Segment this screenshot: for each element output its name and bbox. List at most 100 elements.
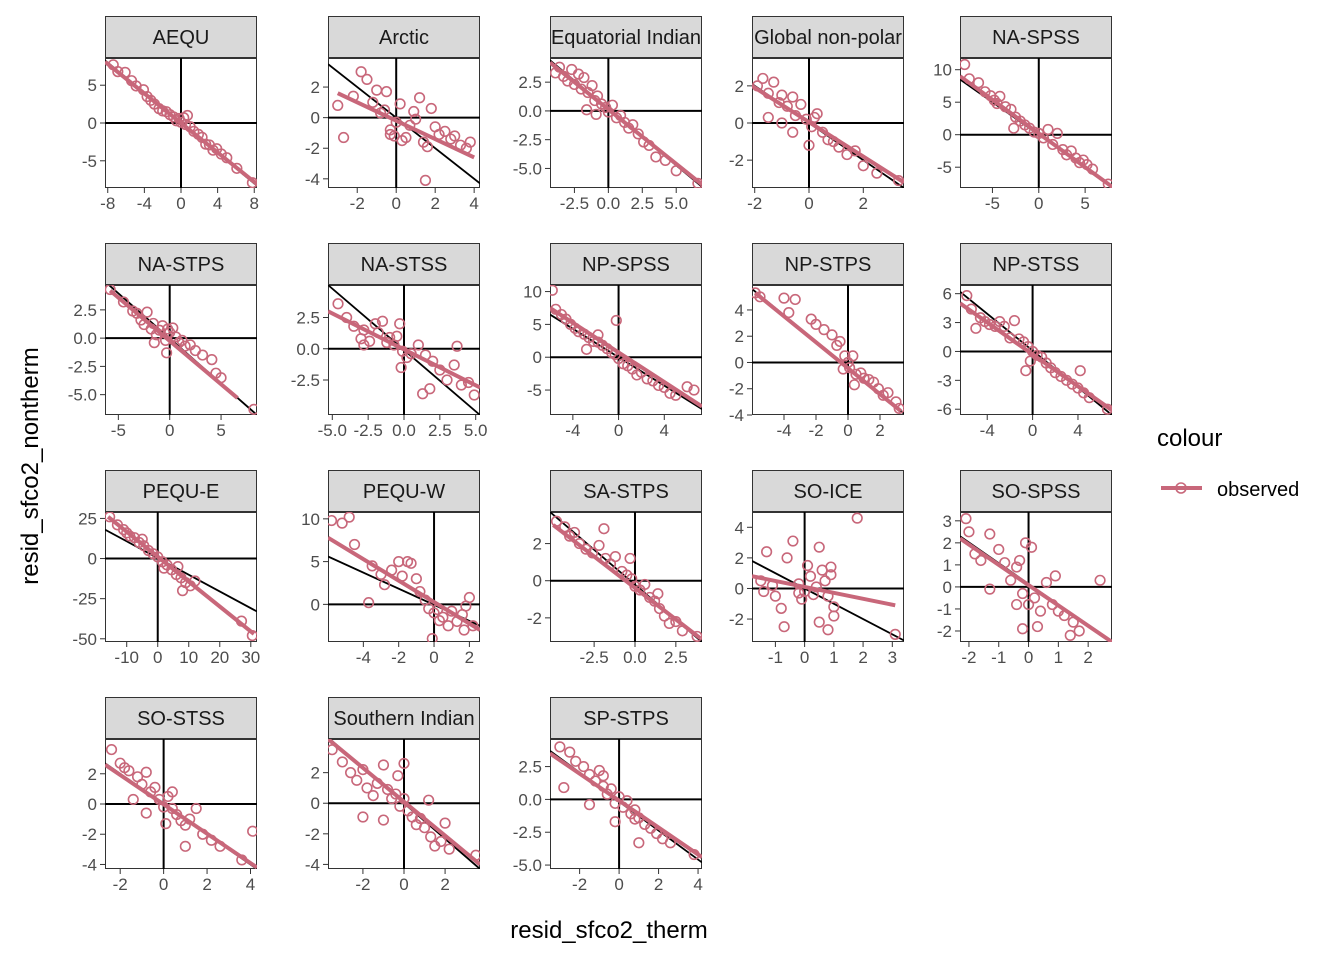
data-point	[1018, 624, 1028, 634]
x-tick-label: 5	[1080, 194, 1089, 213]
x-tick-label: 2	[858, 648, 867, 667]
data-point	[141, 808, 151, 818]
data-point	[1010, 316, 1020, 326]
data-point	[823, 625, 833, 635]
x-tick-label: 0	[800, 648, 809, 667]
data-point	[449, 360, 459, 370]
data-point	[364, 598, 374, 608]
data-point	[976, 556, 986, 566]
data-point	[161, 819, 171, 829]
data-point	[434, 130, 444, 140]
facet-np-spss: NP-SPSS -4 0 4 -5 0 5 10	[523, 244, 702, 441]
plot-area	[105, 282, 259, 415]
x-tick-label: 2	[859, 194, 868, 213]
y-tick-label: 2	[311, 78, 320, 97]
legend-label-observed: observed	[1217, 479, 1299, 501]
y-tick-label: 3	[943, 512, 952, 531]
data-point	[994, 545, 1004, 555]
facet-na-spss: NA-SPSS-5 0 5-50510	[933, 17, 1113, 214]
facet-np-stss: NP-STSS -4 0 4 -6 -3 0 3 6	[937, 244, 1112, 441]
faceted-scatter-chart: AEQU-8 -4 0 4 8-505Arctic-2 0 2 4-4-202Equatori…	[0, 0, 1344, 960]
strip-label: Southern Indian	[333, 708, 474, 730]
strip-label: NA-STPS	[138, 254, 225, 276]
data-point	[372, 85, 382, 95]
y-tick-label: 0	[943, 578, 952, 597]
data-point	[344, 512, 354, 522]
x-tick-label: -4	[565, 421, 580, 440]
plot-area	[550, 739, 702, 869]
x-tick-label: -4	[776, 421, 791, 440]
strip-label: AEQU	[153, 27, 210, 49]
data-point	[611, 552, 621, 562]
plot-area	[960, 512, 1112, 642]
x-tick-label: 0	[391, 194, 400, 213]
facet-arctic: Arctic-2 0 2 4-4-202	[305, 17, 480, 214]
strip-label: NP-SPSS	[582, 254, 670, 276]
y-tick-label: 2	[735, 327, 744, 346]
x-tick-label: 1	[1054, 648, 1063, 667]
facet-pequ-w: PEQU-W-4 -2 0 20510	[301, 471, 480, 668]
x-tick-label: 10	[179, 648, 198, 667]
data-point	[960, 60, 970, 70]
y-tick-label: 5	[533, 315, 542, 334]
y-tick-label: 0	[311, 794, 320, 813]
data-point	[421, 176, 431, 186]
data-point	[763, 113, 773, 123]
strip-label: NA-SPSS	[992, 27, 1080, 49]
y-tick-label: -1	[937, 600, 952, 619]
data-point	[547, 285, 557, 295]
x-tick-label: 4	[213, 194, 222, 213]
data-point	[406, 559, 416, 569]
data-point	[594, 541, 604, 551]
y-tick-label: 2	[88, 765, 97, 784]
data-point	[426, 104, 436, 114]
y-tick-label: 10	[301, 510, 320, 529]
y-tick-label: 4	[735, 301, 744, 320]
y-tick-label: 0	[735, 579, 744, 598]
x-tick-label: -2	[808, 421, 823, 440]
y-tick-label: -5	[937, 158, 952, 177]
y-tick-label: -5.0	[68, 386, 97, 405]
data-point	[852, 513, 862, 523]
x-tick-label: 0	[1028, 421, 1037, 440]
legend: colour observed	[1157, 425, 1299, 501]
x-tick-label: 2.5	[664, 648, 688, 667]
x-tick-label: -2	[355, 875, 370, 894]
y-tick-label: -2	[527, 609, 542, 628]
data-point	[107, 745, 117, 755]
data-point	[779, 622, 789, 632]
data-point	[387, 565, 397, 575]
facet-pequ-e: PEQU-E-10 0 10 20 30-50-25025	[72, 471, 260, 668]
data-point	[333, 101, 343, 111]
data-point	[128, 795, 138, 805]
strip-label: NP-STSS	[993, 254, 1080, 276]
y-tick-label: -2	[82, 825, 97, 844]
x-tick-label: -2	[961, 648, 976, 667]
x-tick-label: 5.0	[464, 421, 488, 440]
data-point	[585, 800, 595, 810]
data-point	[634, 838, 644, 848]
y-tick-label: -4	[729, 406, 744, 425]
y-tick-label: 2.5	[518, 758, 542, 777]
data-point	[582, 345, 592, 355]
strip-label: SA-STPS	[583, 481, 669, 503]
x-tick-label: -2	[572, 875, 587, 894]
data-point	[1075, 366, 1085, 376]
data-point	[758, 74, 768, 84]
y-tick-label: 0	[943, 126, 952, 145]
y-tick-label: -5.0	[513, 159, 542, 178]
x-tick-label: -8	[100, 194, 115, 213]
data-point	[1018, 589, 1028, 599]
data-point	[456, 140, 466, 150]
x-tick-label: -2.5	[354, 421, 383, 440]
data-point	[469, 390, 479, 400]
y-tick-label: 2	[943, 534, 952, 553]
data-point	[779, 293, 789, 303]
x-tick-label: 0.0	[392, 421, 416, 440]
x-tick-label: -5.0	[318, 421, 347, 440]
y-tick-label: 2	[533, 535, 542, 554]
panel-border	[329, 513, 480, 642]
data-point	[784, 308, 794, 318]
x-tick-label: 0.0	[597, 194, 621, 213]
x-tick-label: 0	[159, 875, 168, 894]
